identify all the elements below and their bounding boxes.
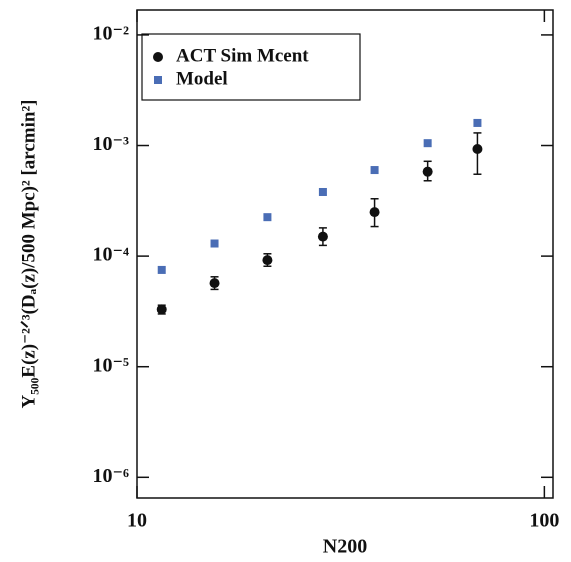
data-point [262, 255, 273, 266]
legend-box [141, 33, 361, 101]
data-point [369, 207, 380, 218]
x-tick-label: 100 [529, 510, 559, 532]
data-point [318, 187, 327, 196]
y-tick-label: 10⁻² [92, 23, 129, 45]
data-point [157, 265, 166, 274]
data-point [473, 118, 482, 127]
data-point [156, 304, 167, 315]
y-tick-label: 10⁻³ [92, 133, 129, 155]
y-tick-label: 10⁻⁶ [92, 465, 129, 487]
data-point [423, 139, 432, 148]
y-tick-label: 10⁻⁵ [92, 354, 129, 376]
y-tick-label: 10⁻⁴ [92, 244, 129, 266]
data-point [422, 166, 433, 177]
plot-frame [136, 9, 554, 499]
legend-marker [154, 76, 162, 84]
y-axis-label: Y₅₀₀E(z)⁻²ᐟ³(Dₐ(z)/500 Mpc)² [arcmin²] [18, 99, 39, 408]
legend-label: Model [176, 68, 228, 89]
data-point [472, 144, 483, 155]
data-point [263, 213, 272, 222]
x-axis-label: N200 [323, 536, 367, 558]
legend-label: ACT Sim Mcent [176, 45, 309, 66]
data-point [317, 231, 328, 242]
x-tick-label: 10 [127, 510, 147, 532]
data-point [209, 278, 220, 289]
data-point [210, 239, 219, 248]
legend-marker [153, 52, 163, 62]
data-point [370, 166, 379, 175]
